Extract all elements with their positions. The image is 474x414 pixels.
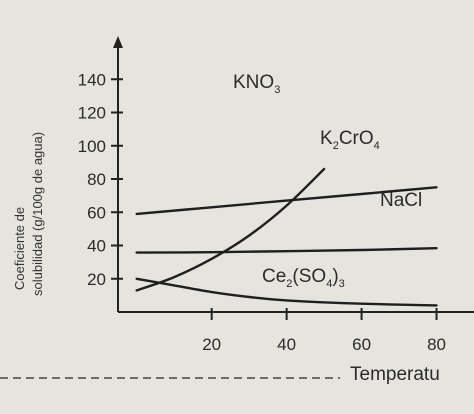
y-axis-title-line1: Coeficiente de bbox=[12, 207, 27, 290]
y-tick-label: 100 bbox=[78, 137, 106, 156]
series-label-k2cro4: K2CrO4 bbox=[320, 128, 380, 152]
y-axis-title-line2: solubilidad (g/100g de agua) bbox=[30, 132, 45, 296]
x-ticks: 20 40 60 80 bbox=[202, 308, 446, 354]
series-line-3 bbox=[135, 277, 438, 307]
y-axis-title: Coeficiente de solubilidad (g/100g de ag… bbox=[12, 132, 45, 296]
y-tick-label: 140 bbox=[78, 70, 106, 89]
x-tick-label: 40 bbox=[277, 335, 296, 354]
series-label-ce2so43: Ce2(SO4)3 bbox=[262, 266, 345, 290]
x-tick-label: 20 bbox=[202, 335, 221, 354]
series-line-1 bbox=[135, 186, 438, 216]
series-label-nacl: NaCl bbox=[380, 190, 422, 211]
x-tick-label: 60 bbox=[352, 335, 371, 354]
series-label-kno3: KNO3 bbox=[233, 72, 280, 96]
y-axis-arrow bbox=[113, 36, 123, 48]
series-lines bbox=[135, 167, 438, 307]
y-tick-label: 40 bbox=[87, 237, 106, 256]
x-tick-label: 80 bbox=[427, 335, 446, 354]
series-line-0 bbox=[135, 167, 326, 292]
y-tick-label: 60 bbox=[87, 203, 106, 222]
series-line-2 bbox=[135, 247, 438, 254]
y-tick-label: 120 bbox=[78, 104, 106, 123]
y-tick-label: 20 bbox=[87, 270, 106, 289]
y-tick-label: 80 bbox=[87, 170, 106, 189]
x-axis-title: Temperatu bbox=[350, 364, 440, 385]
y-ticks: 20 40 60 80 100 120 140 bbox=[78, 70, 123, 289]
